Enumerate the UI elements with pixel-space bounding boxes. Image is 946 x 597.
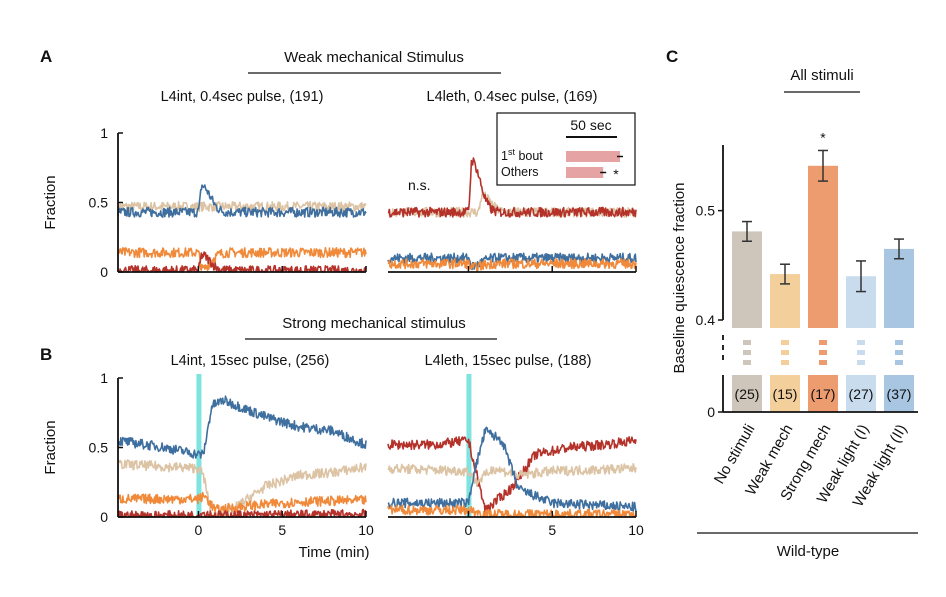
significance-star: *: [820, 129, 826, 145]
y-tick-label: 0.5: [89, 440, 109, 456]
bar-break-mark: [781, 340, 789, 345]
inset-bars: *: [566, 151, 623, 182]
x-axis-label-b: Time (min): [298, 544, 369, 561]
bar-break-mark: [895, 340, 903, 345]
bar-break-mark: [857, 340, 865, 345]
chart-a-l4int: L4int, 0.4sec pulse, (191) 0 0.5 1 Fraction: [42, 89, 367, 280]
stimulus-bar: [196, 374, 202, 517]
y-axis-label: Fraction: [42, 420, 59, 474]
panel-letter-b: B: [40, 345, 52, 364]
series-line-lethargus_sleep: [387, 157, 637, 218]
bar-break-mark: [743, 350, 751, 355]
series-line-orange: [117, 491, 367, 515]
inset-scale-label: 50 sec: [570, 117, 611, 133]
y-tick-label: 1: [100, 125, 108, 141]
chart-b-l4leth: L4leth, 15sec pulse, (188) 0 5 10: [387, 353, 644, 538]
y-tick-label: 0.5: [696, 203, 716, 219]
bar-break-mark: [819, 340, 827, 345]
series-line-tan: [117, 201, 367, 213]
series-line-orange: [387, 257, 637, 273]
chart-title: L4leth, 0.4sec pulse, (169): [427, 89, 598, 105]
y-tick-label: 0: [100, 509, 108, 525]
inset-significance: *: [613, 166, 619, 182]
n-label: (37): [887, 386, 912, 402]
header-weak: Weak mechanical Stimulus: [284, 49, 464, 66]
bar-break-mark: [857, 360, 865, 365]
y-tick-label: 1: [100, 370, 108, 386]
series-line-wake: [117, 184, 367, 218]
inset-bar: [566, 167, 604, 178]
y-tick-label: 0: [707, 404, 715, 420]
inset-row1-label: 1st bout: [501, 147, 543, 163]
header-strong: Strong mechanical stimulus: [282, 315, 465, 332]
series-line-lethargus_sleep: [387, 436, 637, 515]
x-tick-label: 10: [358, 522, 374, 538]
bar-break-mark: [857, 350, 865, 355]
n-label: (17): [811, 386, 836, 402]
series-line-wake: [117, 395, 367, 459]
chart-title: L4leth, 15sec pulse, (188): [425, 353, 592, 369]
x-tick-label: 5: [278, 522, 286, 538]
y-axis-label: Baseline quiescence fraction: [671, 183, 688, 374]
group-label: Wild-type: [777, 543, 840, 560]
bar-break-mark: [819, 350, 827, 355]
inset-bar: [566, 151, 620, 162]
y-axis-label: Fraction: [42, 175, 59, 229]
series-line-wake: [387, 426, 637, 512]
x-tick-label: 5: [548, 522, 556, 538]
header-all: All stimuli: [790, 67, 853, 84]
n-label: (25): [735, 386, 760, 402]
bar-break-mark: [819, 360, 827, 365]
bar-base: [732, 375, 762, 412]
bar: [808, 165, 838, 328]
panel-letter-a: A: [40, 47, 52, 66]
x-tick-label: 10: [628, 522, 644, 538]
bar-break-mark: [743, 340, 751, 345]
chart-title: L4int, 15sec pulse, (256): [171, 353, 330, 369]
bar-break-mark: [781, 360, 789, 365]
series-line-lethargus_sleep: [117, 508, 367, 518]
inset-box: 50 sec 1st bout Others *: [496, 112, 636, 186]
bar-break-mark: [895, 360, 903, 365]
bar-base: [808, 375, 838, 412]
x-tick-label: 0: [465, 522, 473, 538]
y-tick-label: 0: [100, 264, 108, 280]
panel-letter-c: C: [666, 47, 678, 66]
series-line-orange: [117, 247, 367, 272]
chart-a-l4leth: L4leth, 0.4sec pulse, (169) n.s.: [387, 89, 637, 273]
bar: [884, 248, 914, 328]
x-tick-label: 0: [195, 522, 203, 538]
y-tick-label: 0.4: [696, 312, 716, 328]
chart-title: L4int, 0.4sec pulse, (191): [161, 89, 324, 105]
bar-break-mark: [781, 350, 789, 355]
bar-break-mark: [895, 350, 903, 355]
bar: [732, 231, 762, 328]
bar-base: [846, 375, 876, 412]
bar-base: [884, 375, 914, 412]
bar-break-mark: [743, 360, 751, 365]
ns-annotation: n.s.: [408, 177, 431, 193]
n-label: (27): [849, 386, 874, 402]
bar-base: [770, 375, 800, 412]
chart-b-l4int: L4int, 15sec pulse, (256)00.510 5 10Fracti…: [42, 353, 374, 538]
inset-row2-label: Others: [501, 165, 539, 179]
n-label: (15): [773, 386, 798, 402]
y-tick-label: 0.5: [89, 195, 109, 211]
